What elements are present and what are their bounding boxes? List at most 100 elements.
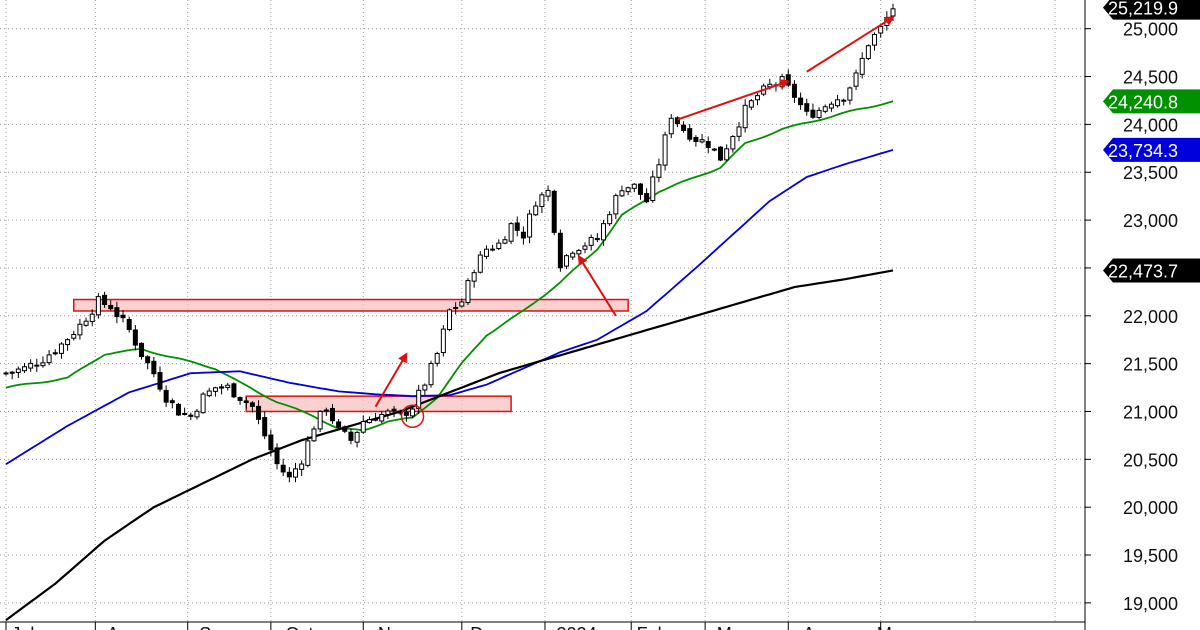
candle [311, 426, 317, 442]
candle-body [440, 328, 446, 354]
candle-body [132, 329, 138, 346]
candle [748, 99, 754, 111]
candle-body [533, 205, 539, 216]
candle-body [15, 368, 21, 374]
candle [200, 392, 206, 414]
candle [459, 298, 465, 308]
candle [391, 406, 397, 418]
candle-body [348, 431, 354, 441]
candle [360, 415, 366, 434]
candle-body [736, 126, 742, 137]
candle-body [785, 74, 791, 86]
x-tick-label: Aug [107, 624, 139, 630]
candle-body [483, 248, 489, 257]
candle-body [46, 354, 52, 364]
candle [705, 136, 711, 154]
candle [299, 460, 305, 477]
candle [175, 402, 181, 417]
badge-label: 22,473.7 [1108, 261, 1178, 281]
candle [434, 351, 440, 367]
candle [256, 400, 262, 425]
candle [280, 458, 286, 477]
candle [637, 182, 643, 200]
candle-body [34, 364, 40, 367]
candle [219, 383, 225, 395]
candle-body [237, 397, 243, 401]
candle [724, 144, 730, 162]
candle [588, 234, 594, 251]
candle-body [243, 400, 249, 404]
candle [422, 383, 428, 396]
candle-body [188, 414, 194, 417]
x-tick-label: 2024 [557, 624, 597, 630]
candle-body [810, 109, 816, 118]
candle-body [120, 314, 126, 319]
candle [828, 101, 834, 112]
candle-body [496, 242, 502, 250]
candle-body [705, 141, 711, 148]
candle-body [21, 366, 27, 372]
candle [416, 384, 422, 414]
y-tick-label: 19,500 [1123, 546, 1178, 566]
candle [249, 401, 255, 413]
candle [822, 104, 828, 114]
candle [841, 98, 847, 106]
candle [693, 135, 699, 147]
candle [354, 431, 360, 448]
candle [293, 462, 299, 483]
candle [366, 416, 372, 424]
x-tick-label: Sep [199, 624, 231, 630]
candle [576, 248, 582, 258]
candle-body [514, 222, 520, 231]
candle [447, 308, 452, 332]
candle-body [841, 99, 847, 102]
candle-body [293, 468, 299, 478]
candle [21, 362, 27, 373]
candle-body [175, 403, 181, 416]
candle-body [416, 389, 422, 410]
candle-body [699, 139, 705, 143]
candle [139, 342, 145, 360]
candle [336, 419, 342, 431]
candle-body [373, 418, 379, 421]
candle [619, 185, 625, 198]
candle-body [600, 223, 606, 241]
candle-body [336, 421, 342, 428]
candle [102, 291, 108, 308]
candle [212, 386, 218, 397]
candle-body [613, 195, 619, 215]
candle [440, 325, 446, 357]
candle-body [391, 408, 397, 412]
candle [385, 408, 391, 420]
candle-body [305, 440, 311, 466]
candle-body [570, 252, 576, 258]
candle-body [791, 83, 797, 98]
candle [65, 338, 71, 351]
candle [625, 186, 631, 196]
candle-body [779, 76, 785, 88]
candle [120, 309, 126, 323]
candle-body [40, 362, 46, 367]
candle [286, 467, 292, 483]
candle [631, 183, 637, 193]
y-tick-label: 24,000 [1123, 115, 1178, 135]
candle [428, 360, 434, 388]
candle-body [594, 237, 600, 241]
candle-body [434, 352, 440, 364]
y-tick-label: 21,000 [1123, 402, 1178, 422]
candle-body [108, 304, 114, 310]
candle [650, 170, 656, 203]
candle [835, 94, 841, 108]
candle-body [280, 464, 286, 473]
candle-body [157, 372, 163, 390]
candle [551, 189, 557, 236]
candle [613, 193, 619, 220]
candle [15, 366, 21, 378]
candle-body [145, 356, 151, 364]
candle-body [668, 117, 674, 135]
candle-body [139, 342, 145, 358]
candle [403, 407, 409, 422]
y-tick-label: 20,000 [1123, 498, 1178, 518]
candle-body [447, 309, 452, 331]
candle [865, 44, 871, 61]
